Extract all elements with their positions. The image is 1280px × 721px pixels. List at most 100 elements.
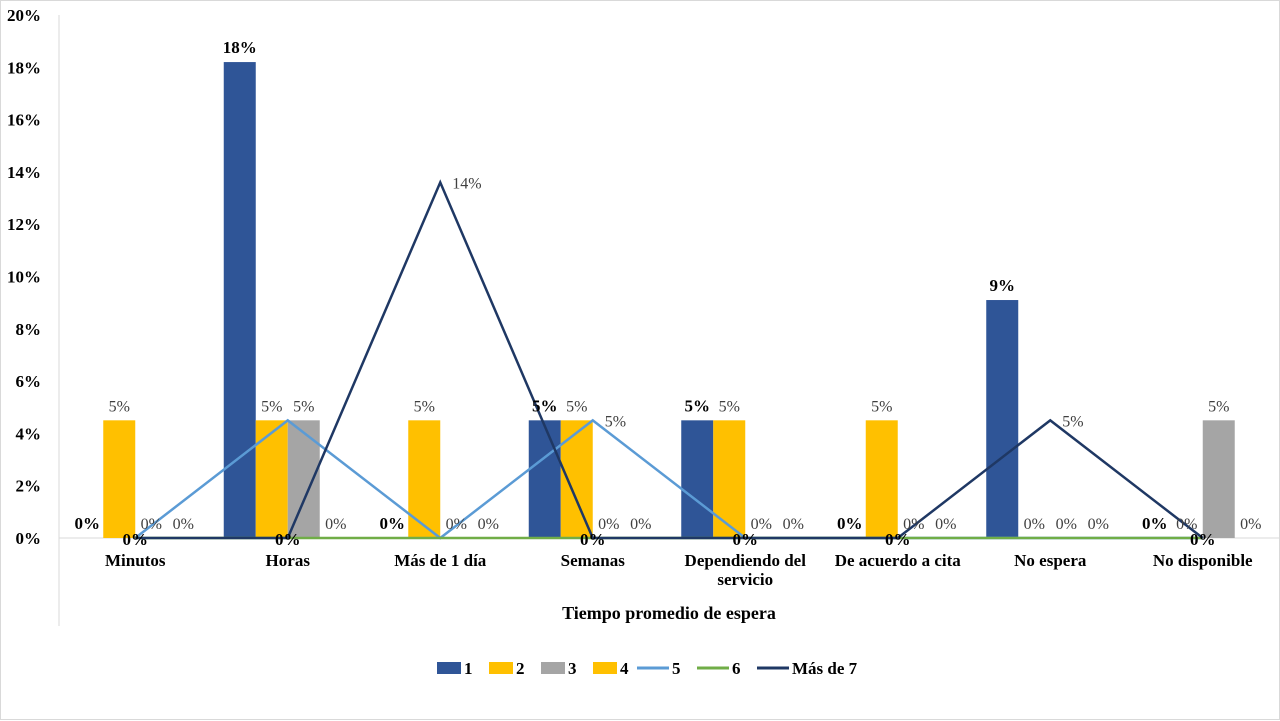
- data-label-series-2: 5%: [871, 398, 892, 415]
- data-label-series-Más de 7: 0%: [885, 530, 911, 549]
- bar-series-3: [287, 420, 320, 538]
- legend-swatch-3: [541, 662, 565, 674]
- data-label-series-1: 5%: [532, 396, 558, 415]
- legend-swatch-1: [437, 662, 461, 674]
- x-category-line: servicio: [717, 570, 773, 589]
- data-label-series-5: 5%: [605, 413, 626, 430]
- x-category-label: No disponible: [1153, 551, 1253, 570]
- x-category-label: Más de 1 día: [394, 551, 487, 570]
- bar-series-2: [408, 420, 441, 538]
- y-tick-label: 14%: [7, 163, 41, 182]
- data-label-series-3: 0%: [598, 516, 619, 533]
- y-tick-label: 0%: [16, 529, 42, 548]
- y-tick-label: 8%: [16, 320, 42, 339]
- data-label-series-2: 5%: [566, 398, 587, 415]
- x-category-label: No espera: [1014, 551, 1087, 570]
- data-label-series-2: 5%: [261, 398, 282, 415]
- data-label-series-4: 0%: [630, 516, 651, 533]
- data-label-series-4: 0%: [325, 516, 346, 533]
- data-label-series-1: 0%: [75, 514, 101, 533]
- data-label-series-Más de 7: 0%: [580, 530, 606, 549]
- x-category-line: Semanas: [561, 551, 626, 570]
- data-label-series-4: 0%: [935, 516, 956, 533]
- data-label-series-4: 0%: [1240, 516, 1261, 533]
- data-label-series-1: 9%: [990, 276, 1016, 295]
- data-label-series-Más de 7: 14%: [452, 175, 481, 192]
- bar-series-1: [528, 420, 561, 538]
- legend-label-4: 4: [620, 659, 629, 678]
- y-tick-label: 6%: [16, 372, 42, 391]
- data-label-series-1: 18%: [223, 38, 257, 57]
- data-label-series-4: 0%: [478, 516, 499, 533]
- bar-series-1: [681, 420, 714, 538]
- y-tick-label: 2%: [16, 477, 42, 496]
- x-category-line: No espera: [1014, 551, 1087, 570]
- x-axis-title: Tiempo promedio de espera: [562, 603, 776, 623]
- x-category-label: Dependiendo del servicio: [685, 551, 807, 589]
- legend-label-Más de 7: Más de 7: [792, 659, 858, 678]
- data-label-series-2: 5%: [414, 398, 435, 415]
- bar-series-2: [560, 420, 593, 538]
- data-label-series-1: 0%: [837, 514, 863, 533]
- legend-label-5: 5: [672, 659, 681, 678]
- legend-swatch-4: [593, 662, 617, 674]
- y-tick-label: 10%: [7, 268, 41, 287]
- data-label-series-Más de 7: 0%: [1190, 530, 1216, 549]
- x-axis: Minutos Horas Más de 1 día Semanas Dependien…: [59, 537, 1279, 589]
- data-label-series-Más de 7: 5%: [1062, 413, 1083, 430]
- x-category-line: No disponible: [1153, 551, 1253, 570]
- data-label-series-2: 0%: [1024, 516, 1045, 533]
- data-label-series-3: 0%: [141, 516, 162, 533]
- x-category-line: Horas: [266, 551, 311, 570]
- data-label-series-Más de 7: 0%: [733, 530, 759, 549]
- data-label-series-1: 5%: [685, 396, 711, 415]
- data-label-series-3: 0%: [446, 516, 467, 533]
- data-label-series-Más de 7: 0%: [123, 530, 149, 549]
- x-category-line: De acuerdo a cita: [835, 551, 962, 570]
- x-category-line: Dependiendo del: [685, 551, 807, 570]
- data-label-series-2: 5%: [719, 398, 740, 415]
- data-label-series-Más de 7: 0%: [275, 530, 301, 549]
- data-label-series-3: 5%: [1208, 398, 1229, 415]
- data-label-series-4: 0%: [173, 516, 194, 533]
- legend: 1 2 3 4 5 6 Más de 7: [437, 659, 858, 678]
- data-label-series-3: 5%: [293, 398, 314, 415]
- data-label-layer: 0%18%0%5% 5%0%9%0%5% 5% 5% 5% 5% 5%0% 0%0%5%0% 0…: [75, 38, 1262, 549]
- legend-label-2: 2: [516, 659, 525, 678]
- legend-swatch-2: [489, 662, 513, 674]
- data-label-series-3: 0%: [903, 516, 924, 533]
- bar-series-2: [103, 420, 136, 538]
- x-category-line: Minutos: [105, 551, 166, 570]
- x-category-label: Minutos: [105, 551, 166, 570]
- y-tick-label: 12%: [7, 215, 41, 234]
- legend-label-3: 3: [568, 659, 577, 678]
- data-label-series-1: 0%: [1142, 514, 1168, 533]
- data-label-series-4: 0%: [1088, 516, 1109, 533]
- x-category-line: Más de 1 día: [394, 551, 487, 570]
- bar-series-1: [986, 300, 1019, 538]
- y-tick-label: 16%: [7, 111, 41, 130]
- data-label-series-1: 0%: [380, 514, 406, 533]
- y-tick-label: 18%: [7, 58, 41, 77]
- y-tick-label: 4%: [16, 424, 42, 443]
- bar-layer: [103, 62, 1235, 538]
- line-series-Más de 7: [135, 179, 1204, 540]
- bar-series-2: [865, 420, 898, 538]
- bar-series-2: [713, 420, 746, 538]
- x-category-label: Horas: [266, 551, 311, 570]
- y-tick-label: 20%: [7, 6, 41, 25]
- data-label-series-3: 0%: [751, 516, 772, 533]
- bar-series-2: [255, 420, 288, 538]
- y-axis: 0% 2% 4% 6% 8% 10% 12% 14% 16% 18% 20%: [7, 6, 60, 626]
- legend-label-6: 6: [732, 659, 741, 678]
- x-category-label: Semanas: [561, 551, 626, 570]
- data-label-series-2: 5%: [109, 398, 130, 415]
- line-layer: [134, 179, 1204, 540]
- bar-series-3: [1202, 420, 1235, 538]
- data-label-series-2: 0%: [1176, 516, 1197, 533]
- x-category-label: De acuerdo a cita: [835, 551, 962, 570]
- legend-label-1: 1: [464, 659, 473, 678]
- data-label-series-3: 0%: [1056, 516, 1077, 533]
